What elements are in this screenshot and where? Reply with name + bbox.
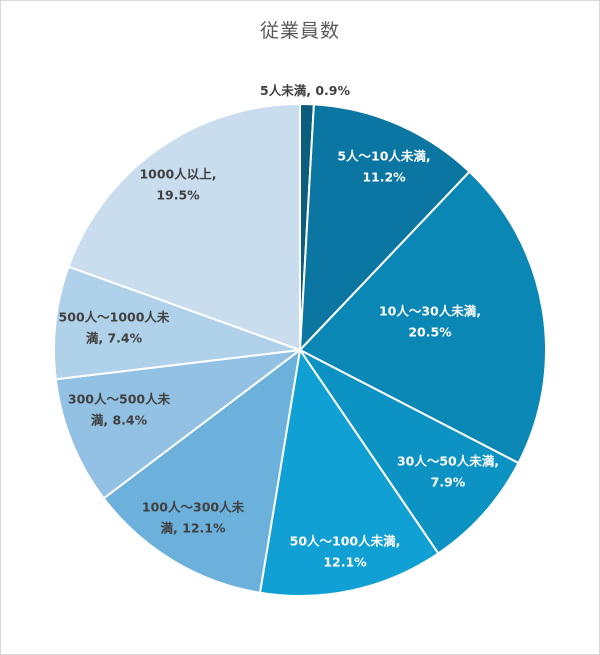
slice-label-line: 11.2% <box>362 170 406 185</box>
slice-label-1: 5人未満, 0.9% <box>260 83 350 98</box>
slice-label-line: 300人～500人未 <box>68 392 171 407</box>
pie-slice-9 <box>67 103 301 351</box>
pie-slice-4 <box>299 349 520 555</box>
slice-label-line: 7.9% <box>431 475 466 490</box>
chart-title: 従業員数 <box>259 20 340 42</box>
slice-label-4: 30人～50人未満, 7.9% <box>397 454 499 490</box>
slice-label-line: 19.5% <box>156 188 200 203</box>
slice-label-2: 5人～10人未満, 11.2% <box>337 149 430 185</box>
pie-slice-2 <box>299 103 471 351</box>
pie-slice-8 <box>53 265 301 381</box>
slice-label-line: 1000人以上, <box>139 167 216 182</box>
pie-labels: 5人未満, 0.9% 5人～10人未満, 11.2% 10人～30人未満, 20.5% 3… <box>59 83 499 570</box>
pie-slice-7 <box>54 349 301 500</box>
slice-label-9: 1000人以上, 19.5% <box>139 167 216 203</box>
slice-label-line: 満, 7.4% <box>86 331 143 346</box>
slice-label-3: 10人～30人未満, 20.5% <box>379 304 481 340</box>
slice-label-5: 50人～100人未満, 12.1% <box>290 534 401 570</box>
pie-slice-3 <box>299 170 547 465</box>
slice-label-line: 12.1% <box>323 555 367 570</box>
pie-slice-5 <box>258 349 440 597</box>
slice-label-line: 5人未満, 0.9% <box>260 83 350 98</box>
slice-label-line: 10人～30人未満, <box>379 304 481 319</box>
slice-label-line: 満, 12.1% <box>161 521 226 536</box>
slice-label-8: 500人～1000人未満, 7.4% <box>59 310 170 346</box>
pie-slices <box>53 102 547 597</box>
slice-label-7: 300人～500人未満, 8.4% <box>68 392 171 428</box>
slice-label-line: 50人～100人未満, <box>290 534 401 549</box>
slice-label-line: 5人～10人未満, <box>337 149 430 164</box>
slice-label-line: 30人～50人未満, <box>397 454 499 469</box>
slice-label-6: 100人～300人未満, 12.1% <box>142 500 245 536</box>
pie-slice-6 <box>102 349 301 594</box>
slice-label-line: 20.5% <box>408 325 452 340</box>
slice-label-line: 100人～300人未 <box>142 500 245 515</box>
slice-label-line: 満, 8.4% <box>91 413 148 428</box>
slice-label-line: 500人～1000人未 <box>59 310 170 325</box>
